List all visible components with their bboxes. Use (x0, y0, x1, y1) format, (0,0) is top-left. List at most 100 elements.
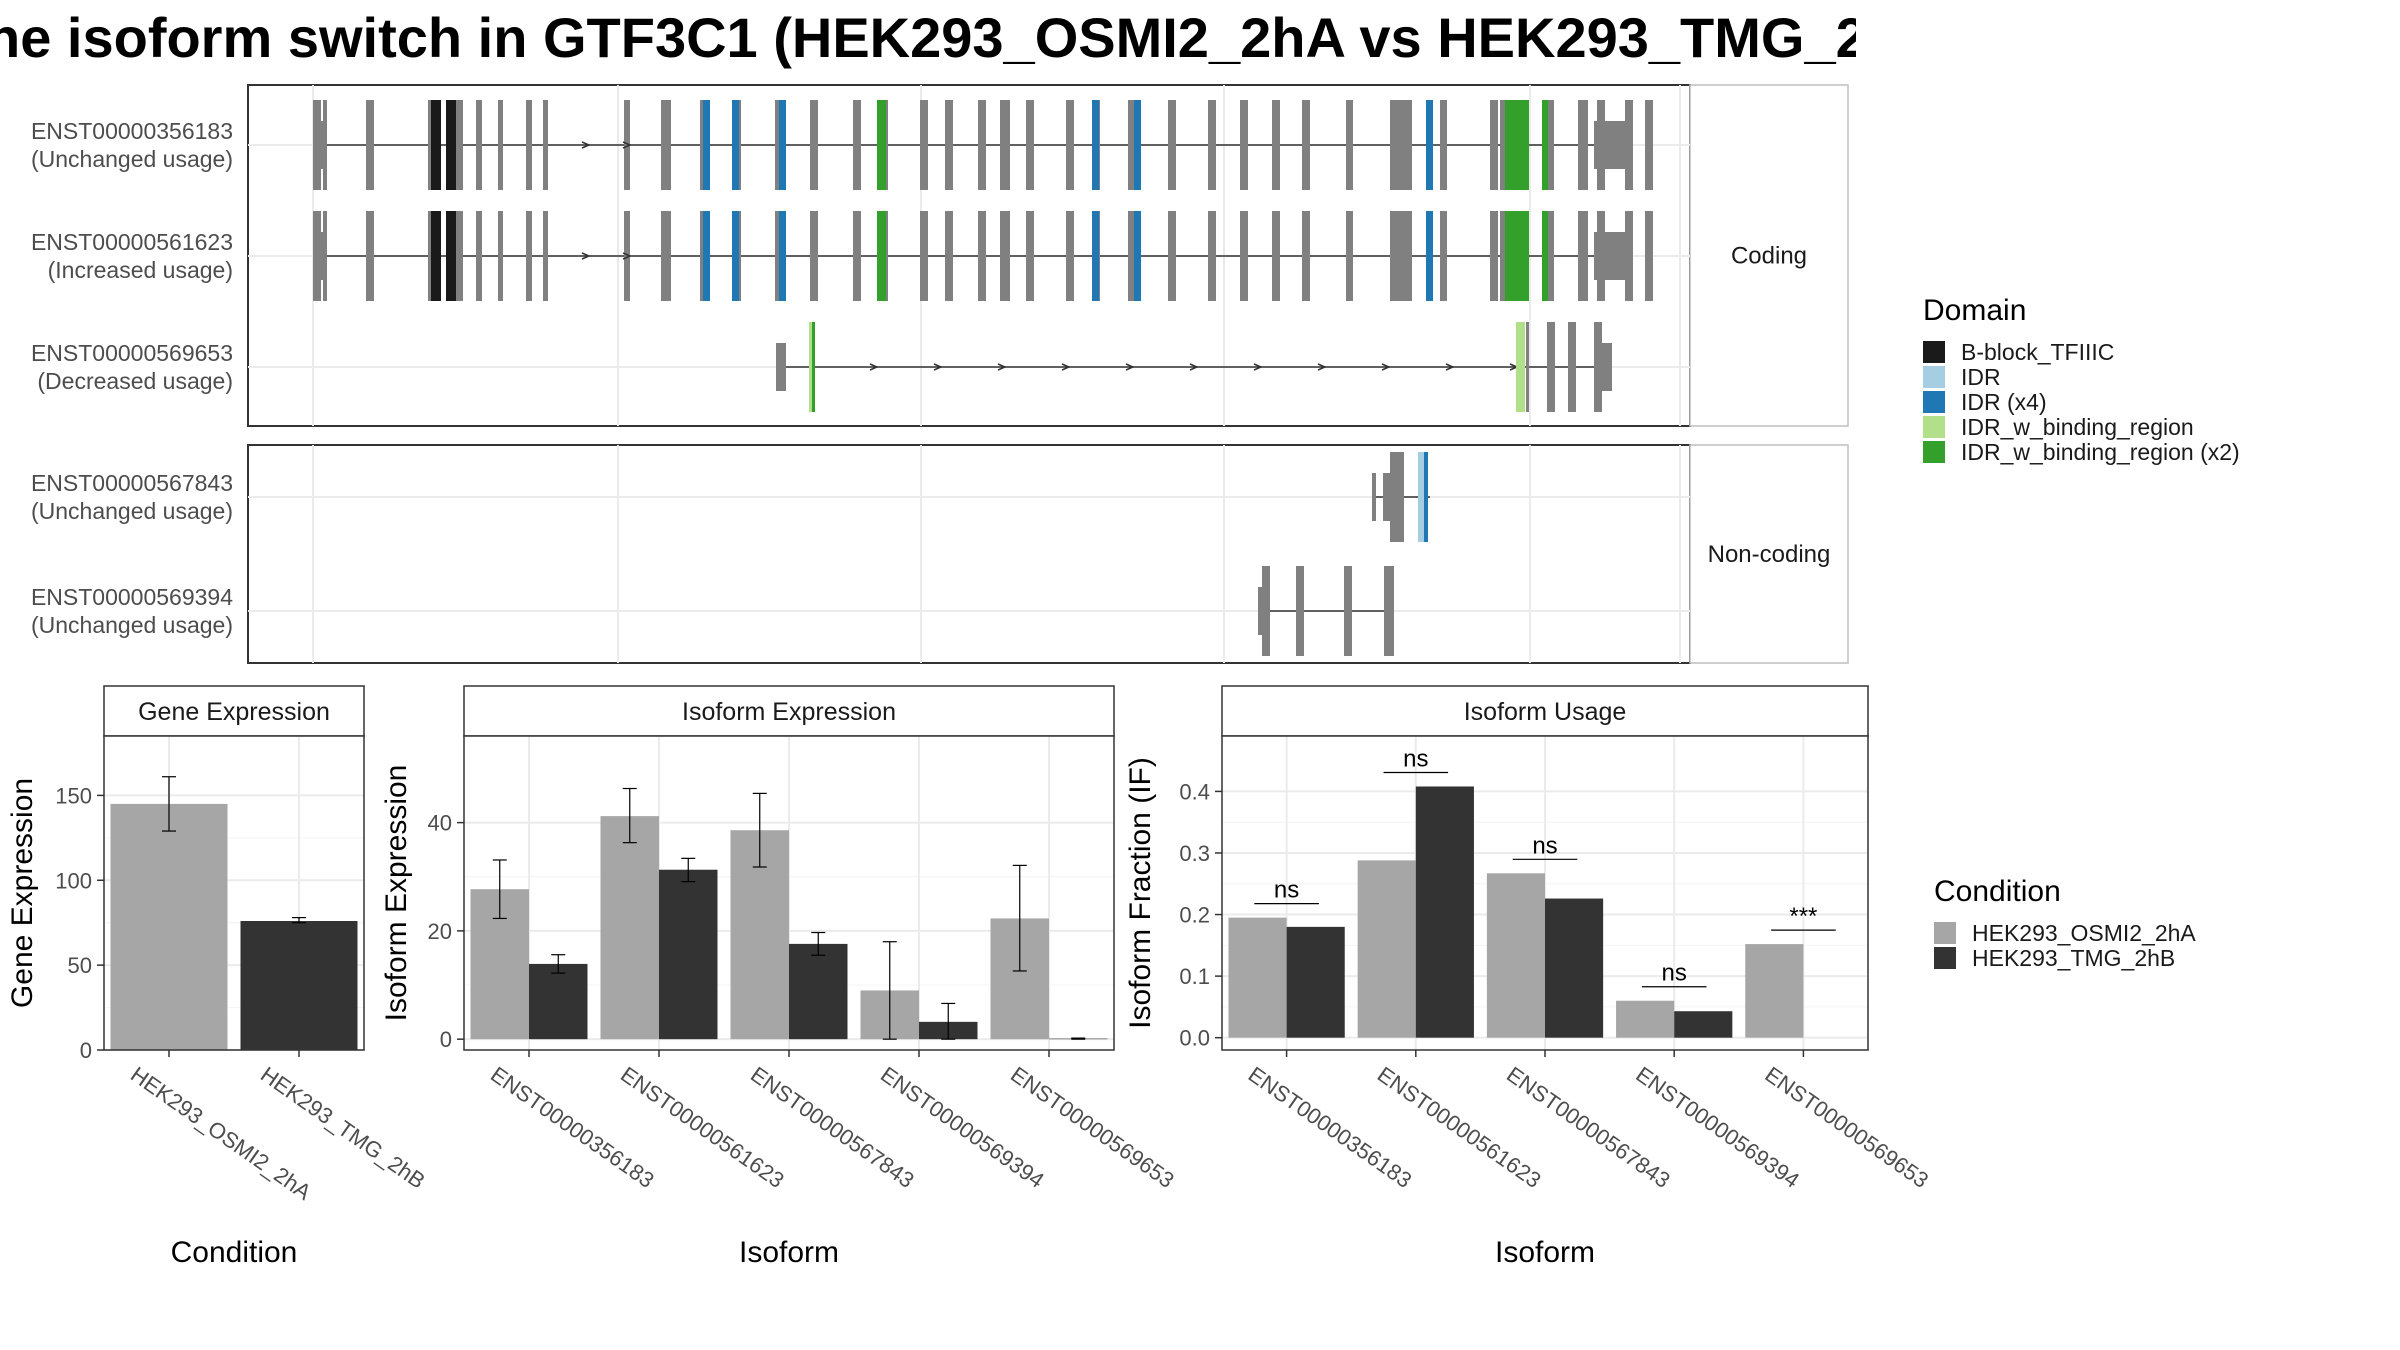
significance-label: ns (1662, 960, 1687, 987)
exon (732, 100, 739, 190)
intron-arrow (869, 363, 879, 371)
exon (431, 211, 436, 301)
exon (1426, 100, 1433, 190)
exon (1392, 100, 1412, 190)
bar (529, 963, 588, 1040)
exon (1516, 322, 1525, 412)
domain-legend-label: IDR (1961, 364, 2001, 390)
exon (1490, 100, 1498, 190)
y-tick-label: 0.2 (1179, 903, 1210, 928)
exon (1600, 343, 1612, 391)
exon (703, 211, 710, 301)
bar (1286, 926, 1345, 1038)
domain-legend-title: Domain (1923, 294, 2026, 327)
exon (810, 211, 818, 301)
intron-arrow (1189, 363, 1199, 371)
exon (1066, 211, 1074, 301)
exon (1272, 100, 1280, 190)
significance-label: ns (1403, 745, 1428, 772)
bar (110, 803, 228, 1050)
transcript-usage-label: (Unchanged usage) (31, 612, 233, 638)
exon (446, 211, 451, 301)
exon (661, 100, 671, 190)
exon (1168, 100, 1176, 190)
y-tick-label: 150 (55, 783, 92, 808)
intron-arrow (1445, 363, 1455, 371)
exon (1625, 100, 1633, 190)
exon (1547, 100, 1554, 190)
facet-label: Coding (1731, 243, 1807, 270)
domain-legend-key (1923, 366, 1945, 388)
exon (1026, 211, 1034, 301)
y-axis-title: Gene Expression (6, 778, 39, 1008)
exon (1383, 473, 1391, 521)
y-tick-label: 20 (428, 919, 452, 944)
y-tick-label: 50 (68, 953, 92, 978)
plot-border (103, 735, 365, 1051)
bar (1674, 1011, 1733, 1038)
exon (455, 211, 463, 301)
exon (1128, 211, 1136, 301)
exon (810, 100, 818, 190)
plot-border (1221, 735, 1869, 1051)
y-tick-label: 0 (440, 1027, 452, 1052)
exon (1208, 100, 1216, 190)
y-tick-label: 40 (428, 811, 452, 836)
exon (1346, 100, 1353, 190)
exon (1392, 211, 1412, 301)
transcript-id-label: ENST00000569653 (31, 340, 233, 366)
x-axis-title: Condition (171, 1236, 298, 1269)
exon (1390, 452, 1404, 542)
y-tick-label: 0.1 (1179, 964, 1210, 989)
y-tick-label: 0 (80, 1038, 92, 1063)
transcript-usage-label: (Increased usage) (48, 257, 233, 283)
intron-arrow (1317, 363, 1327, 371)
exon (1490, 211, 1498, 301)
exon (1128, 100, 1136, 190)
exon (1344, 566, 1352, 656)
exon (451, 100, 456, 190)
exon (920, 100, 928, 190)
exon (920, 211, 928, 301)
exon (476, 211, 482, 301)
intron-arrow (622, 141, 632, 149)
exon (455, 100, 463, 190)
exon (812, 322, 815, 412)
exon (877, 211, 886, 301)
exon (978, 100, 986, 190)
exon (1384, 566, 1394, 656)
exon (1645, 100, 1653, 190)
page-title: ne isoform switch in GTF3C1 (HEK293_OSMI… (0, 6, 1856, 69)
exon (1296, 566, 1304, 656)
intron-arrow (622, 252, 632, 260)
structure-panel-noncoding (247, 444, 1691, 664)
exon (323, 211, 327, 301)
domain-legend-key (1923, 441, 1945, 463)
exon (1208, 211, 1216, 301)
exon (1568, 322, 1576, 412)
y-tick-label: 0.4 (1179, 779, 1210, 804)
exon (776, 343, 786, 391)
bar (600, 816, 659, 1040)
significance-label: ns (1532, 832, 1557, 859)
exon (1440, 100, 1447, 190)
exon (498, 211, 503, 301)
intron-arrow (581, 141, 591, 149)
exon (1134, 100, 1141, 190)
bar (1415, 786, 1474, 1038)
facet-strip (1689, 444, 1849, 664)
panel-title: Isoform Expression (682, 698, 896, 726)
intron-arrow (1125, 363, 1135, 371)
domain-legend-key (1923, 416, 1945, 438)
bar (789, 943, 848, 1040)
exon (1500, 211, 1506, 301)
exon (451, 211, 456, 301)
domain-legend-label: IDR (x4) (1961, 389, 2047, 415)
facet-strip (1689, 84, 1849, 427)
exon (779, 211, 786, 301)
domain-legend-key (1923, 341, 1945, 363)
intron-arrow (997, 363, 1007, 371)
exon (1578, 100, 1588, 190)
exon (366, 100, 374, 190)
exon (1000, 100, 1010, 190)
